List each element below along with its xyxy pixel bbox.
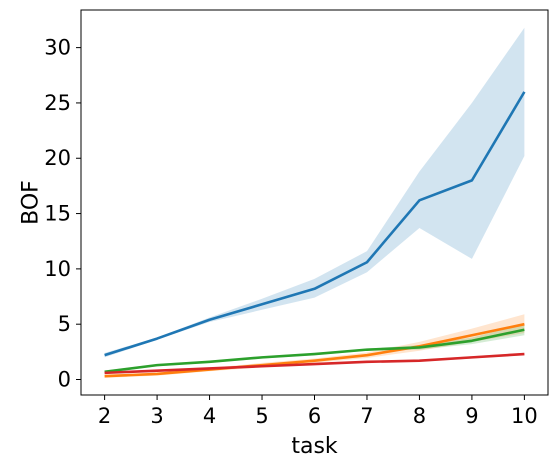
x-tick-label: 6 xyxy=(308,404,321,428)
confidence-bands xyxy=(104,27,525,378)
series-1-line xyxy=(104,91,526,357)
x-tick-label: 10 xyxy=(511,404,538,428)
x-axis-label: task xyxy=(291,434,338,459)
y-axis-label: BOF xyxy=(19,180,44,225)
y-tick-label: 30 xyxy=(44,36,71,60)
series-lines xyxy=(104,91,526,378)
y-tick-label: 20 xyxy=(44,146,71,170)
series-2-line xyxy=(104,322,525,378)
x-axis-ticks: 2 3 4 5 6 7 8 9 10 xyxy=(98,395,538,428)
x-tick-label: 8 xyxy=(413,404,426,428)
y-axis-ticks: 0 5 10 15 20 25 30 xyxy=(44,36,81,392)
y-tick-label: 10 xyxy=(44,257,71,281)
series-2-band xyxy=(104,314,525,378)
x-tick-label: 7 xyxy=(360,404,373,428)
x-tick-label: 9 xyxy=(465,404,478,428)
x-tick-label: 3 xyxy=(150,404,163,428)
x-tick-label: 2 xyxy=(98,404,111,428)
series-1-band xyxy=(104,27,525,358)
x-tick-label: 4 xyxy=(203,404,216,428)
y-tick-label: 25 xyxy=(44,91,71,115)
series-3-line xyxy=(104,328,525,374)
y-tick-label: 5 xyxy=(58,312,71,336)
y-tick-label: 0 xyxy=(58,368,71,392)
x-tick-label: 5 xyxy=(255,404,268,428)
y-tick-label: 15 xyxy=(44,202,71,226)
series-4-line xyxy=(104,352,525,375)
